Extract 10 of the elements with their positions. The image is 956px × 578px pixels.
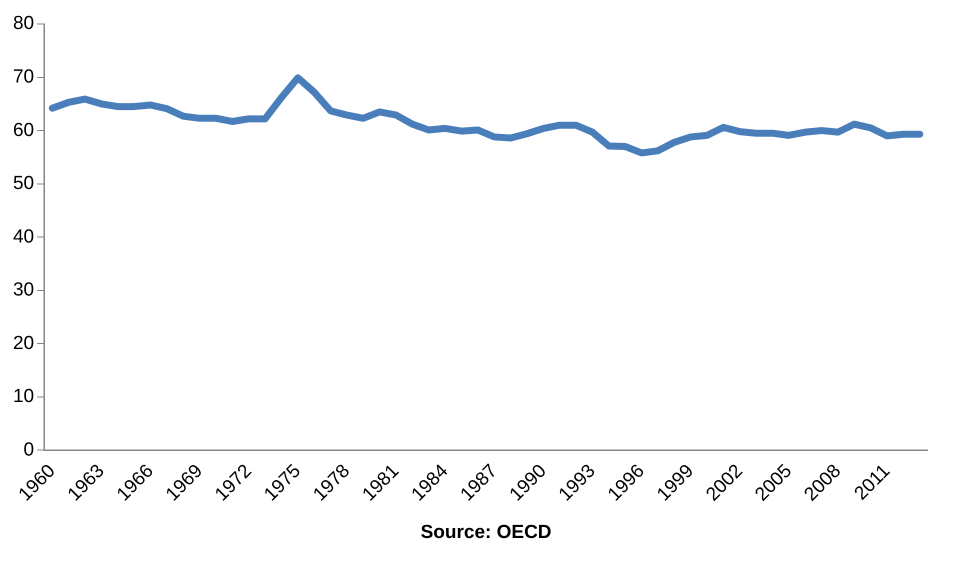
y-tick-label: 70 [12, 66, 34, 88]
y-tick-label: 0 [24, 439, 34, 460]
y-tick-label: 40 [12, 226, 34, 248]
y-tick-label: 50 [12, 173, 34, 194]
x-axis-title: Source: OECD [420, 522, 552, 543]
y-tick-label: 60 [12, 120, 34, 141]
y-tick-label: 20 [12, 332, 34, 354]
y-tick-label: 10 [12, 386, 34, 408]
y-tick-label: 30 [12, 280, 34, 301]
y-tick-label: 80 [12, 13, 34, 34]
